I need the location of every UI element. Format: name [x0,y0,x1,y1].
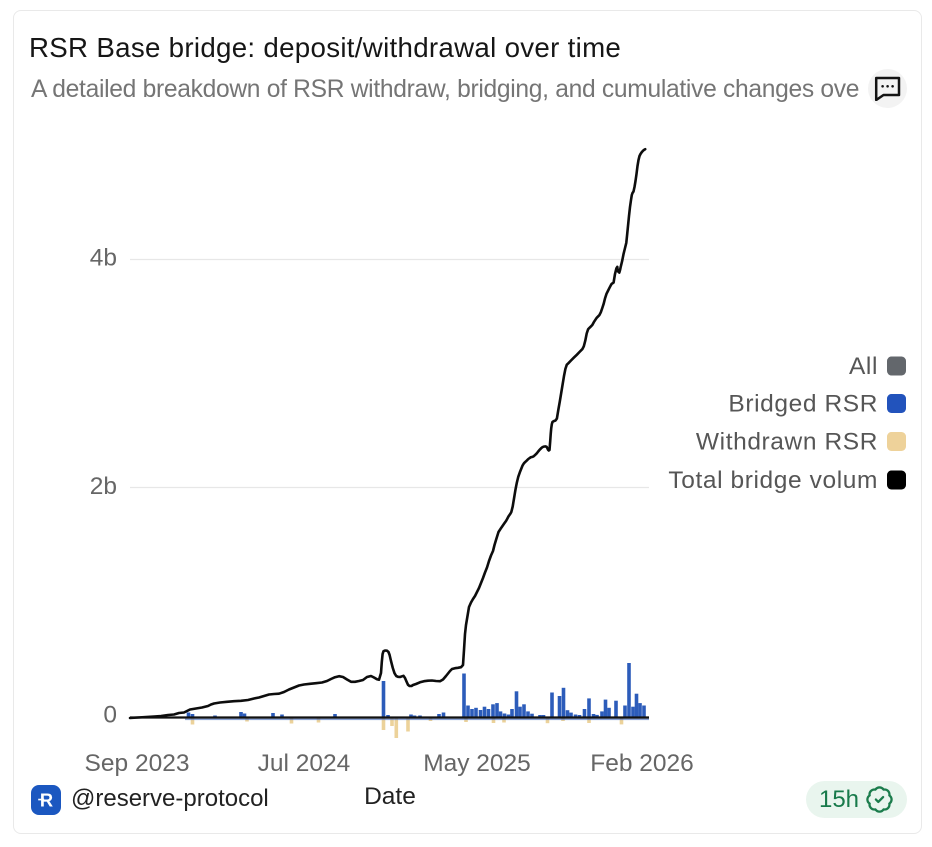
svg-text:4b: 4b [90,245,117,272]
svg-text:0: 0 [103,702,117,729]
svg-text:Withdrawn RSR: Withdrawn RSR [696,429,878,456]
svg-text:Total bridge volum: Total bridge volum [668,467,878,494]
svg-text:All: All [849,353,878,380]
svg-text:2b: 2b [90,473,117,500]
svg-text:R: R [40,789,53,810]
svg-text:May 2025: May 2025 [423,750,531,777]
svg-text:Bridged RSR: Bridged RSR [728,391,878,418]
svg-text:Jul 2024: Jul 2024 [258,750,351,777]
svg-text:Date: Date [364,783,416,810]
svg-text:Sep 2023: Sep 2023 [85,750,190,777]
svg-text:Feb 2026: Feb 2026 [590,750,694,777]
